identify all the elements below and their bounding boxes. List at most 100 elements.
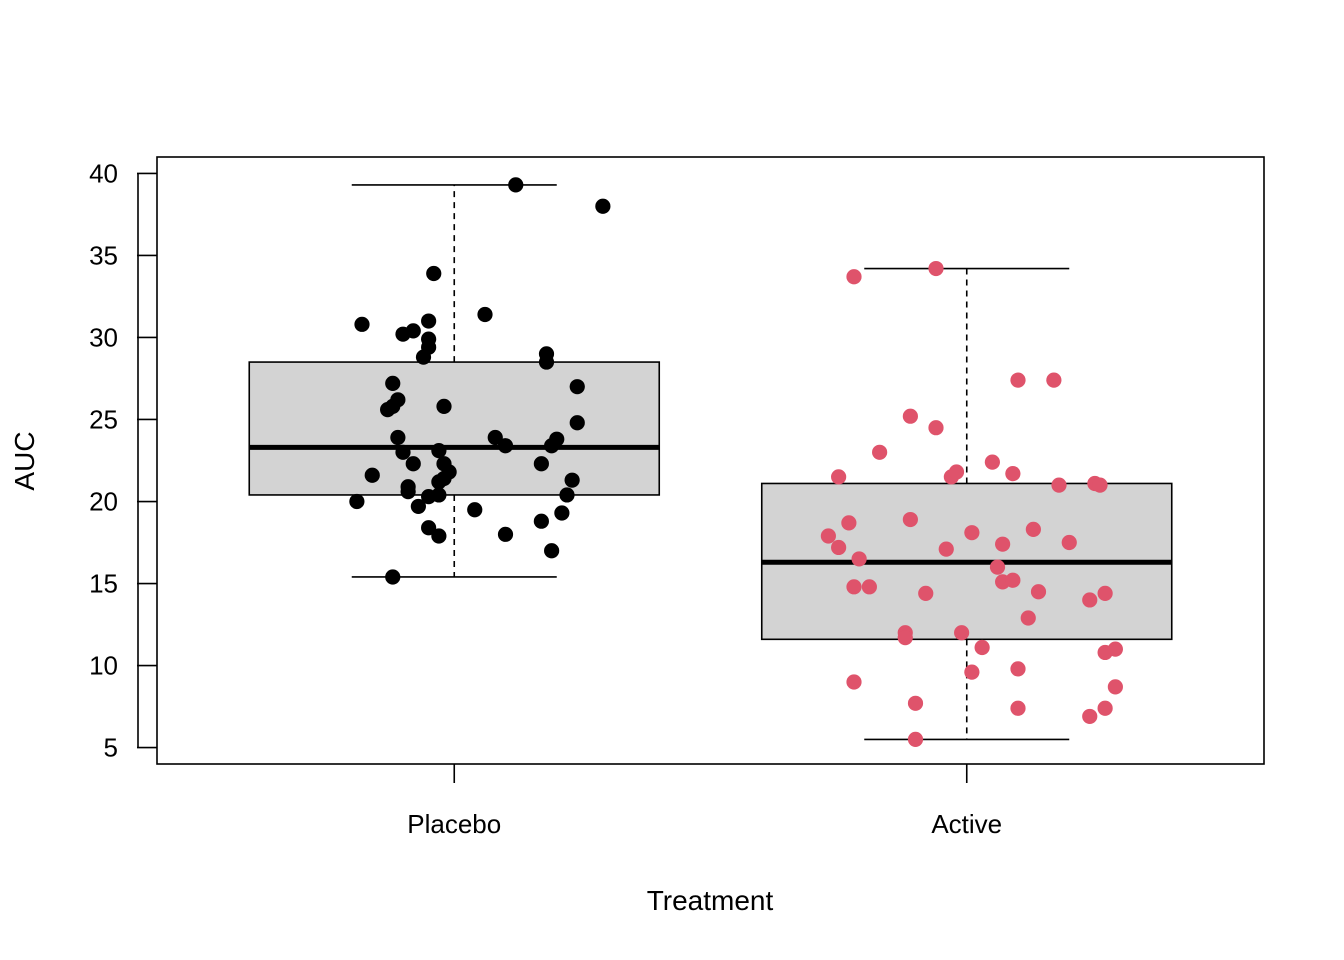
data-point	[405, 323, 421, 339]
data-point	[872, 444, 888, 460]
x-tick-label: Placebo	[407, 809, 501, 839]
data-point	[569, 415, 585, 431]
data-point	[1010, 372, 1026, 388]
data-point	[436, 398, 452, 414]
data-point	[1005, 466, 1021, 482]
data-point	[569, 379, 585, 395]
y-tick-label: 10	[89, 651, 118, 681]
data-point	[400, 484, 416, 500]
y-tick-label: 40	[89, 158, 118, 188]
data-point	[349, 493, 365, 510]
data-point	[1092, 477, 1108, 493]
data-point	[1030, 584, 1047, 600]
data-point	[1010, 700, 1026, 716]
data-point	[1005, 572, 1021, 588]
data-point	[1097, 585, 1113, 601]
data-point	[431, 474, 447, 490]
box-active	[760, 267, 1173, 741]
data-point	[390, 429, 406, 446]
data-point	[820, 528, 836, 544]
x-axis: Placebo Active	[407, 764, 1002, 839]
y-tick-label: 25	[89, 404, 118, 434]
data-point	[928, 420, 944, 436]
data-point	[385, 375, 401, 391]
x-tick-label: Active	[931, 809, 1002, 839]
data-point	[846, 674, 862, 690]
data-point	[964, 664, 980, 680]
data-point	[421, 520, 437, 536]
data-point	[918, 585, 934, 601]
data-point	[1020, 610, 1036, 626]
y-tick-label: 20	[89, 487, 118, 517]
y-tick-label: 30	[89, 322, 118, 352]
data-point	[907, 695, 924, 711]
data-point	[421, 313, 437, 329]
data-point	[928, 260, 944, 277]
data-point	[487, 429, 503, 446]
data-point	[544, 543, 560, 559]
data-point	[907, 731, 924, 747]
data-point	[861, 579, 877, 595]
y-axis: 5 10 15 20 25 30 35 40	[89, 158, 157, 763]
data-point	[1107, 641, 1123, 657]
points-layer	[349, 177, 1123, 747]
data-point	[1046, 372, 1062, 388]
data-point	[964, 525, 980, 541]
data-point	[1107, 679, 1123, 695]
data-point	[559, 487, 575, 503]
data-point	[948, 464, 965, 480]
data-point	[841, 515, 857, 531]
data-point	[431, 443, 447, 459]
data-point	[390, 392, 406, 408]
data-point	[405, 456, 421, 472]
y-axis-title: AUC	[9, 431, 40, 490]
data-point	[549, 431, 565, 447]
data-point	[564, 472, 580, 488]
data-point	[354, 316, 370, 332]
data-point	[497, 438, 514, 454]
data-point	[1097, 700, 1113, 716]
data-point	[554, 505, 570, 521]
x-axis-title: Treatment	[647, 885, 774, 916]
data-point	[533, 513, 549, 529]
data-point	[1082, 592, 1098, 608]
data-point	[431, 487, 447, 503]
data-point	[984, 454, 1000, 470]
data-point	[954, 625, 970, 641]
data-point	[395, 444, 411, 460]
data-point	[989, 559, 1006, 575]
data-point	[421, 331, 437, 347]
data-point	[1051, 477, 1067, 493]
data-point	[431, 528, 447, 544]
data-point	[426, 265, 442, 282]
points-placebo	[349, 177, 611, 585]
data-point	[1010, 661, 1026, 677]
data-point	[995, 536, 1011, 552]
data-point	[508, 177, 524, 193]
data-point	[902, 408, 918, 424]
data-point	[595, 198, 611, 214]
data-point	[364, 467, 380, 483]
data-point	[1082, 708, 1098, 725]
data-point	[1025, 521, 1041, 538]
data-point	[846, 579, 862, 595]
data-point	[385, 569, 401, 585]
data-point	[533, 456, 549, 472]
points-active	[820, 260, 1123, 747]
data-point	[831, 469, 847, 485]
data-point	[897, 630, 913, 646]
data-point	[410, 498, 426, 515]
data-point	[902, 511, 918, 528]
y-tick-label: 5	[104, 733, 118, 763]
y-tick-label: 35	[89, 240, 118, 270]
data-point	[974, 639, 990, 656]
data-point	[851, 551, 867, 567]
plot-frame	[156, 156, 1265, 765]
data-point	[467, 502, 483, 518]
data-point	[831, 539, 847, 556]
data-point	[846, 269, 862, 285]
data-point	[477, 306, 493, 323]
y-tick-label: 15	[89, 569, 118, 599]
